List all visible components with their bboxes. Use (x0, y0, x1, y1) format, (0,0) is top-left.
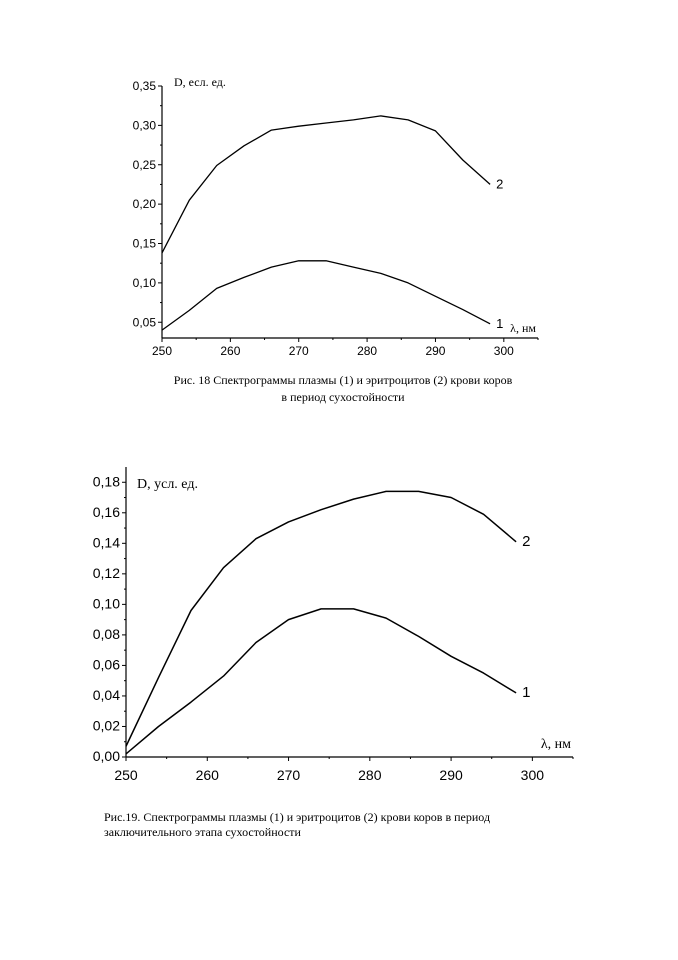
y-tick-label: 0,14 (93, 534, 120, 550)
chart-1-caption: Рис. 18 Спектрограммы плазмы (1) и эритр… (112, 372, 574, 406)
x-tick-label: 250 (152, 344, 172, 358)
chart-2-caption-line-1: Рис.19. Спектрограммы плазмы (1) и эритр… (104, 810, 491, 824)
x-tick-label: 280 (357, 344, 377, 358)
y-tick-label: 0,15 (133, 237, 157, 251)
series-2-label: 2 (522, 533, 530, 550)
y-tick-label: 0,20 (133, 197, 157, 211)
chart-1-caption-line-1: Рис. 18 Спектрограммы плазмы (1) и эритр… (173, 373, 513, 387)
series-2-label: 2 (496, 176, 503, 191)
x-tick-label: 260 (196, 767, 220, 783)
chart-1-caption-line-2: в период сухостойности (281, 390, 405, 404)
x-tick-label: 290 (425, 344, 445, 358)
x-axis-title: λ, нм (510, 321, 536, 335)
y-tick-label: 0,30 (133, 118, 157, 132)
y-tick-label: 0,35 (133, 79, 157, 93)
series-1-label: 1 (522, 684, 530, 701)
series-2-line (125, 490, 517, 747)
y-tick-label: 0,12 (93, 565, 120, 581)
x-tick-label: 300 (521, 767, 545, 783)
series-1-label: 1 (496, 316, 503, 331)
y-tick-label: 0,18 (93, 473, 120, 489)
x-tick-label: 270 (289, 344, 309, 358)
x-tick-label: 300 (494, 344, 514, 358)
chart-2-caption: Рис.19. Спектрограммы плазмы (1) и эритр… (104, 810, 584, 840)
chart-2-caption-line-2: заключительного этапа сухостойности (104, 825, 301, 839)
series-1-line (125, 608, 517, 755)
x-tick-label: 260 (220, 344, 240, 358)
x-tick-label: 280 (358, 767, 382, 783)
series-2-line (161, 115, 491, 254)
y-tick-label: 0,08 (93, 626, 120, 642)
y-tick-label: 0,02 (93, 717, 120, 733)
x-tick-label: 290 (439, 767, 463, 783)
y-axis-title: D, есл. ед. (174, 75, 226, 89)
y-tick-label: 0,04 (93, 687, 120, 703)
x-tick-label: 250 (114, 767, 138, 783)
y-tick-label: 0,00 (93, 748, 120, 764)
chart-2: 0,00 0,02 0,04 0,06 0,08 0,10 0,12 0,14 0,16 0,18… (93, 467, 574, 783)
chart-1: 0,05 0,10 0,15 0,20 0,25 0,30 0,35 250 260 270 280… (133, 75, 539, 358)
y-tick-label: 0,16 (93, 504, 120, 520)
y-tick-label: 0,10 (93, 595, 120, 611)
y-tick-label: 0,25 (133, 158, 157, 172)
series-1-line (161, 260, 491, 331)
y-tick-label: 0,05 (133, 315, 157, 329)
y-tick-label: 0,10 (133, 276, 157, 290)
x-axis-title: λ, нм (541, 737, 571, 752)
y-axis-title: D, усл. ед. (137, 477, 198, 492)
x-tick-label: 270 (277, 767, 301, 783)
y-tick-label: 0,06 (93, 656, 120, 672)
